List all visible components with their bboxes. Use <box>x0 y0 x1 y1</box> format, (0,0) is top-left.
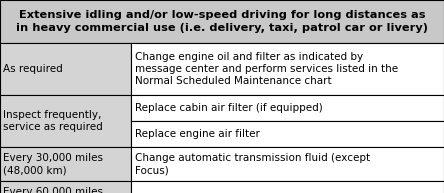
Bar <box>131 43 444 95</box>
Text: Replace engine air filter: Replace engine air filter <box>135 129 260 139</box>
Bar <box>131 121 444 147</box>
Bar <box>131 181 444 193</box>
Bar <box>0 95 131 147</box>
Text: Every 30,000 miles
(48,000 km): Every 30,000 miles (48,000 km) <box>3 153 103 175</box>
Text: Inspect frequently,
service as required: Inspect frequently, service as required <box>3 110 103 132</box>
Text: Replace cabin air filter (if equipped): Replace cabin air filter (if equipped) <box>135 103 323 113</box>
Bar <box>0 181 131 193</box>
Bar <box>0 0 444 43</box>
Text: Every 60,000 miles
(96,000 km): Every 60,000 miles (96,000 km) <box>3 187 103 193</box>
Bar <box>0 147 131 181</box>
Text: As required: As required <box>3 64 63 74</box>
Bar <box>131 95 444 121</box>
Text: Change automatic transmission fluid (except
Focus): Change automatic transmission fluid (exc… <box>135 153 370 175</box>
Bar <box>0 43 131 95</box>
Bar <box>131 147 444 181</box>
Text: Extensive idling and/or low-speed driving for long distances as
in heavy commerc: Extensive idling and/or low-speed drivin… <box>16 10 428 33</box>
Text: Change engine oil and filter as indicated by
message center and perform services: Change engine oil and filter as indicate… <box>135 52 398 86</box>
